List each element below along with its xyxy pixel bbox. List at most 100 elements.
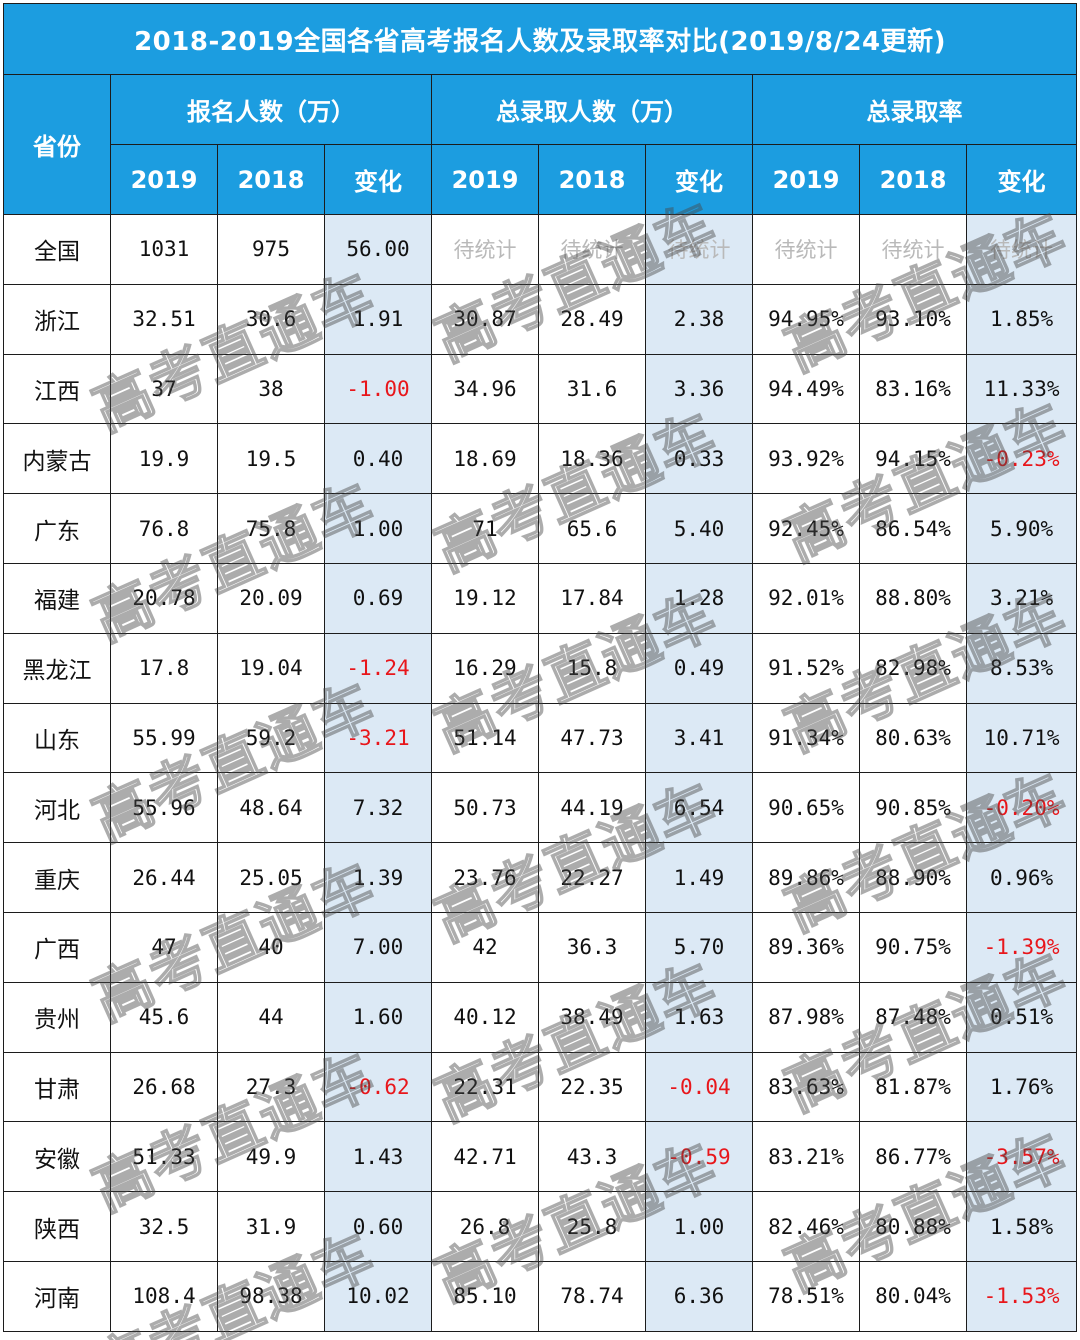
value-cell: 待统计 [431,214,539,285]
value-cell: 待统计 [859,214,967,285]
value-cell: 17.8 [110,632,218,704]
value-cell: 89.36% [752,911,860,983]
value-cell: 19.9 [110,423,218,495]
table-row: 广东 76.8 75.8 1.00 71 65.6 5.40 92.45% 86.54% 5.90… [3,493,1078,564]
value-cell: 49.9 [217,1121,325,1193]
change-cell: 5.70 [645,911,753,983]
change-cell: 1.00 [645,1191,753,1262]
value-cell: 50.73 [431,772,539,844]
table-row: 内蒙古 19.9 19.5 0.40 18.69 18.36 0.33 93.92% 94.15… [3,423,1078,495]
value-cell: 90.75% [859,911,967,983]
change-cell: 1.43 [324,1121,432,1193]
province-cell: 贵州 [3,981,111,1053]
value-cell: 80.04% [859,1260,967,1332]
table-row: 甘肃 26.68 27.3 -0.62 22.31 22.35 -0.04 83.63% 81.… [3,1051,1078,1123]
value-cell: 32.51 [110,283,218,355]
value-cell: 55.99 [110,702,218,774]
change-cell: -1.00 [324,353,432,425]
value-cell: 87.98% [752,981,860,1053]
change-cell: 1.91 [324,283,432,355]
value-cell: 1031 [110,214,218,285]
value-cell: 75.8 [217,493,325,564]
table-row: 山东 55.99 59.2 -3.21 51.14 47.73 3.41 91.34% 80.6… [3,702,1078,774]
province-cell: 广东 [3,493,111,564]
value-cell: 83.16% [859,353,967,425]
change-cell: 11.33% [965,353,1078,425]
change-cell: 3.36 [645,353,753,425]
value-cell: 44 [217,981,325,1053]
province-cell: 内蒙古 [3,423,111,495]
value-cell: 88.80% [859,562,967,634]
change-cell: 5.90% [965,493,1078,564]
table-row: 贵州 45.6 44 1.60 40.12 38.49 1.63 87.98% 87.48% 0.… [3,981,1078,1053]
change-cell: 0.40 [324,423,432,495]
change-cell: -0.23% [965,423,1078,495]
change-cell: 1.28 [645,562,753,634]
subheader-admitted-change: 变化 [645,144,753,215]
change-cell: -1.24 [324,632,432,704]
value-cell: 94.15% [859,423,967,495]
change-cell: -0.59 [645,1121,753,1193]
change-cell: 1.76% [965,1051,1078,1123]
value-cell: 82.46% [752,1191,860,1262]
value-cell: 45.6 [110,981,218,1053]
table-row: 陕西 32.5 31.9 0.60 26.8 25.8 1.00 82.46% 80.88% 1.… [3,1191,1078,1262]
change-cell: 1.00 [324,493,432,564]
change-cell: 56.00 [324,214,432,285]
value-cell: 44.19 [538,772,646,844]
province-header: 省份 [3,74,111,215]
value-cell: 108.4 [110,1260,218,1332]
province-cell: 甘肃 [3,1051,111,1123]
value-cell: 待统计 [538,214,646,285]
value-cell: 80.88% [859,1191,967,1262]
value-cell: 15.8 [538,632,646,704]
table-row: 重庆 26.44 25.05 1.39 23.76 22.27 1.49 89.86% 88.9… [3,842,1078,913]
table-row: 福建 20.78 20.09 0.69 19.12 17.84 1.28 92.01% 88.8… [3,562,1078,634]
value-cell: 83.63% [752,1051,860,1123]
value-cell: 17.84 [538,562,646,634]
province-cell: 广西 [3,911,111,983]
value-cell: 28.49 [538,283,646,355]
change-cell: 10.71% [965,702,1078,774]
value-cell: 91.52% [752,632,860,704]
change-cell: -1.53% [965,1260,1078,1332]
value-cell: 55.96 [110,772,218,844]
value-cell: 80.63% [859,702,967,774]
value-cell: 34.96 [431,353,539,425]
change-cell: -3.57% [965,1121,1078,1193]
change-cell: 10.02 [324,1260,432,1332]
value-cell: 83.21% [752,1121,860,1193]
value-cell: 47.73 [538,702,646,774]
change-cell: -0.20% [965,772,1078,844]
value-cell: 81.87% [859,1051,967,1123]
value-cell: 90.85% [859,772,967,844]
change-cell: 8.53% [965,632,1078,704]
change-cell: -3.21 [324,702,432,774]
value-cell: 19.5 [217,423,325,495]
value-cell: 51.33 [110,1121,218,1193]
change-cell: 0.51% [965,981,1078,1053]
value-cell: 92.45% [752,493,860,564]
table-row: 全国 1031 975 56.00 待统计 待统计 待统计 待统计 待统计 待统计 [3,214,1078,285]
value-cell: 93.92% [752,423,860,495]
value-cell: 42.71 [431,1121,539,1193]
value-cell: 32.5 [110,1191,218,1262]
registration-group-header: 报名人数（万） [110,74,432,145]
value-cell: 40.12 [431,981,539,1053]
change-cell: 7.32 [324,772,432,844]
change-cell: 待统计 [965,214,1078,285]
change-cell: -0.04 [645,1051,753,1123]
value-cell: 36.3 [538,911,646,983]
value-cell: 92.01% [752,562,860,634]
change-cell: 1.39 [324,842,432,913]
value-cell: 19.12 [431,562,539,634]
value-cell: 22.31 [431,1051,539,1123]
value-cell: 38 [217,353,325,425]
province-cell: 重庆 [3,842,111,913]
value-cell: 16.29 [431,632,539,704]
value-cell: 82.98% [859,632,967,704]
province-cell: 福建 [3,562,111,634]
change-cell: 6.54 [645,772,753,844]
value-cell: 18.69 [431,423,539,495]
change-cell: 5.40 [645,493,753,564]
